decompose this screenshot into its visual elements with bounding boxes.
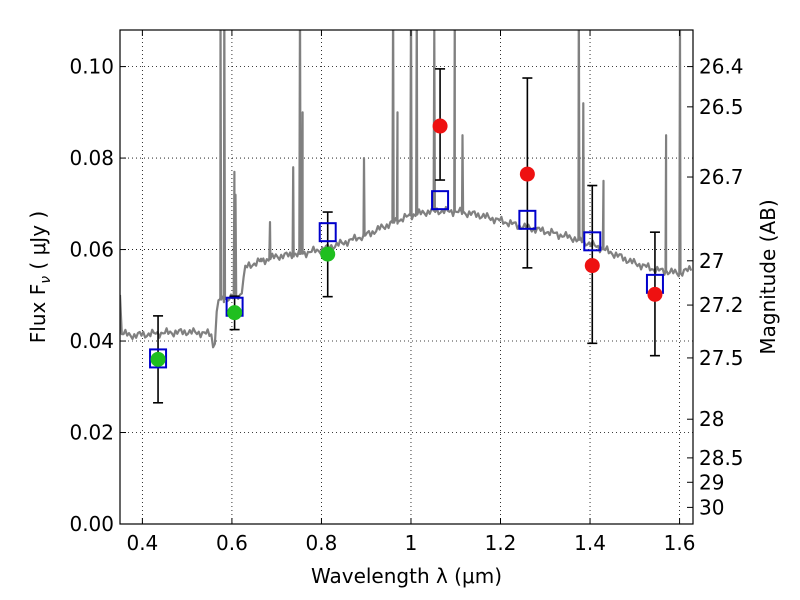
mag-tick-label: 26.7 (699, 165, 744, 189)
model-photometry-box (583, 231, 602, 252)
y-axis-label: Flux Fν ( μJy ) (26, 211, 54, 343)
model-photometry-box (318, 222, 337, 243)
mag-tick-label: 26.4 (699, 55, 744, 79)
x-tick-label: 1.4 (574, 531, 606, 555)
y-tick-label: 0.02 (69, 421, 114, 445)
y-tick-label: 0.06 (69, 238, 114, 262)
red-data-point (432, 118, 448, 134)
right-axis-label: Magnitude (AB) (756, 199, 780, 354)
mag-tick-label: 27.2 (699, 293, 744, 317)
mag-tick-label: 27.5 (699, 346, 744, 370)
mag-tick-label: 28 (699, 407, 724, 431)
model-spectrum-line (120, 30, 693, 349)
model-photometry-box (431, 190, 450, 211)
red-data-point (647, 286, 663, 302)
red-data-point (584, 258, 600, 274)
x-tick-label: 0.4 (126, 531, 158, 555)
mag-tick-label: 29 (699, 470, 724, 494)
y-tick-label: 0.04 (69, 329, 114, 353)
green-data-point (150, 351, 166, 367)
red-data-point (519, 166, 535, 182)
y-tick-label: 0.00 (69, 512, 114, 536)
tick-layer: 0.4 0.6 0.8 1 1.2 1.4 1.6 0.00 0.02 0.04 0.06 0.08 0… (69, 30, 744, 555)
spectrum-layer (120, 30, 693, 349)
model-photometry-box (518, 209, 537, 230)
x-tick-label: 0.8 (306, 531, 338, 555)
plot-frame (119, 29, 694, 525)
mag-tick-label: 28.5 (699, 446, 744, 470)
mag-tick-label: 30 (699, 495, 724, 519)
y-axis-label-main: Flux F (26, 284, 50, 343)
x-tick-label: 1.2 (485, 531, 517, 555)
y-axis-label-subscript: ν (38, 276, 54, 284)
x-axis-label: Wavelength λ (μm) (311, 564, 502, 588)
mag-tick-label: 27 (699, 249, 724, 273)
grid (120, 30, 693, 525)
x-tick-label: 1.6 (664, 531, 696, 555)
y-axis-label-unit: ( μJy ) (26, 211, 50, 276)
x-tick-label: 0.6 (216, 531, 248, 555)
x-tick-label: 1 (405, 531, 418, 555)
green-data-point (227, 305, 243, 321)
y-tick-label: 0.10 (69, 55, 114, 79)
y-tick-label: 0.08 (69, 146, 114, 170)
model-photometry-box (149, 348, 168, 369)
mag-tick-label: 26.5 (699, 95, 744, 119)
photometry-point-layer (150, 118, 663, 367)
green-data-point (320, 246, 336, 262)
